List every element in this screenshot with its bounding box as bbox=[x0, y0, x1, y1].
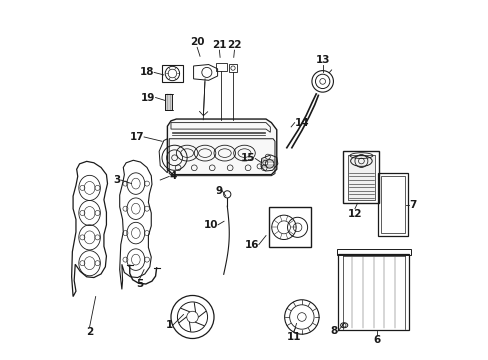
Bar bbox=[347, 155, 374, 200]
Text: 6: 6 bbox=[373, 335, 380, 345]
Text: 21: 21 bbox=[212, 40, 226, 50]
Text: 16: 16 bbox=[244, 239, 258, 249]
Text: 11: 11 bbox=[286, 332, 301, 342]
Text: 17: 17 bbox=[129, 132, 144, 142]
Text: 4: 4 bbox=[169, 171, 176, 181]
Bar bbox=[165, 94, 172, 110]
Bar bbox=[380, 176, 405, 233]
Bar bbox=[162, 64, 183, 82]
Text: 3: 3 bbox=[113, 175, 121, 185]
Text: 5: 5 bbox=[136, 279, 143, 289]
Text: 1: 1 bbox=[165, 320, 172, 330]
Bar bbox=[343, 151, 379, 203]
Text: 7: 7 bbox=[408, 200, 416, 210]
Text: 13: 13 bbox=[315, 55, 329, 65]
Bar bbox=[377, 173, 407, 235]
Bar bbox=[268, 207, 310, 247]
Text: 8: 8 bbox=[330, 326, 337, 336]
Text: 2: 2 bbox=[86, 327, 93, 337]
Text: 22: 22 bbox=[227, 40, 241, 50]
Text: 15: 15 bbox=[240, 153, 255, 163]
Polygon shape bbox=[167, 119, 276, 175]
Text: 10: 10 bbox=[203, 220, 218, 230]
Text: 9: 9 bbox=[215, 186, 222, 196]
Text: 12: 12 bbox=[347, 209, 362, 219]
Text: 14: 14 bbox=[294, 118, 309, 128]
Text: 19: 19 bbox=[141, 93, 155, 103]
Text: 20: 20 bbox=[189, 37, 204, 47]
Text: 18: 18 bbox=[140, 67, 154, 77]
